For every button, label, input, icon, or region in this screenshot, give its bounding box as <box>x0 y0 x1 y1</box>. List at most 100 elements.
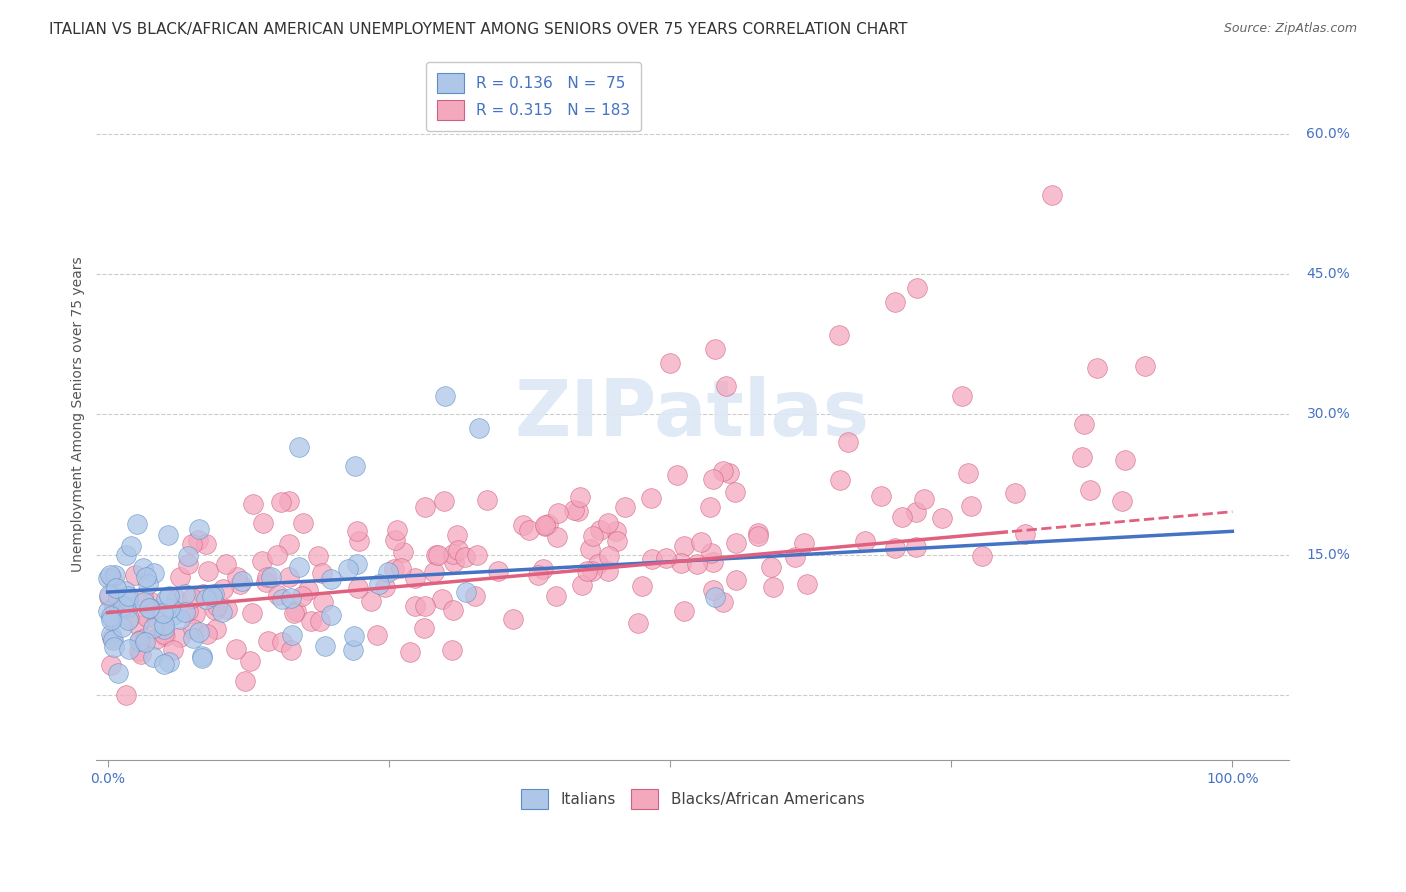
Point <box>165 591 187 606</box>
Point <box>142 621 165 635</box>
Point <box>828 328 851 343</box>
Point <box>828 473 851 487</box>
Point <box>235 673 257 688</box>
Point <box>155 592 177 607</box>
Point <box>527 568 550 582</box>
Point <box>319 572 342 586</box>
Point <box>197 564 219 578</box>
Point <box>117 593 139 607</box>
Point <box>132 595 155 609</box>
Point <box>475 493 498 508</box>
Point <box>912 491 935 506</box>
Point <box>103 600 125 615</box>
Point <box>347 581 370 595</box>
Point <box>575 564 598 578</box>
Point <box>562 502 585 516</box>
Point <box>440 642 463 657</box>
Point <box>146 613 169 627</box>
Point <box>136 609 159 624</box>
Point <box>266 588 288 602</box>
Point <box>256 570 278 584</box>
Point <box>127 618 149 632</box>
Point <box>366 627 388 641</box>
Point <box>343 629 366 643</box>
Point <box>190 650 212 665</box>
Point <box>100 611 122 625</box>
Point <box>747 526 769 541</box>
Point <box>278 493 301 508</box>
Point <box>280 591 302 605</box>
Point <box>129 647 152 661</box>
Point <box>285 604 308 618</box>
Point <box>207 599 229 613</box>
Point <box>605 524 627 539</box>
Point <box>159 600 181 615</box>
Point <box>104 581 127 595</box>
Point <box>690 534 713 549</box>
Point <box>519 523 541 537</box>
Point <box>191 587 214 601</box>
Point <box>114 583 136 598</box>
Point <box>288 560 311 574</box>
Point <box>311 566 333 580</box>
Point <box>606 533 628 548</box>
Point <box>231 574 253 589</box>
Point <box>598 549 620 564</box>
Point <box>100 657 122 672</box>
Point <box>702 472 724 486</box>
Point <box>142 649 165 664</box>
Point <box>292 516 315 531</box>
Point <box>257 634 280 648</box>
Point <box>531 562 554 576</box>
Point <box>596 516 619 530</box>
Point <box>260 570 283 584</box>
Point <box>759 560 782 574</box>
Point <box>346 557 368 571</box>
Point <box>1133 359 1156 373</box>
Point <box>669 556 692 570</box>
Point <box>187 533 209 548</box>
Point <box>135 570 157 584</box>
Point <box>204 603 226 617</box>
Point <box>152 618 174 632</box>
Point <box>716 379 738 393</box>
Point <box>1087 360 1109 375</box>
Point <box>280 642 302 657</box>
Point <box>104 567 127 582</box>
Point <box>283 607 305 621</box>
Point <box>184 607 207 622</box>
Point <box>98 568 121 582</box>
Point <box>103 632 125 647</box>
Point <box>718 466 741 480</box>
Point <box>368 577 391 591</box>
Point <box>404 572 426 586</box>
Point <box>134 631 156 645</box>
Point <box>226 570 249 584</box>
Point <box>169 612 191 626</box>
Point <box>157 589 180 603</box>
Point <box>337 562 360 576</box>
Point <box>128 643 150 657</box>
Text: 15.0%: 15.0% <box>1306 548 1350 562</box>
Point <box>360 593 382 607</box>
Point <box>704 342 727 356</box>
Point <box>266 549 288 563</box>
Point <box>250 554 273 568</box>
Point <box>374 580 396 594</box>
Point <box>704 591 727 605</box>
Point <box>117 600 139 615</box>
Point <box>211 605 233 619</box>
Point <box>377 565 399 579</box>
Point <box>1070 450 1092 465</box>
Point <box>907 281 929 295</box>
Point <box>725 536 748 550</box>
Point <box>114 688 136 702</box>
Point <box>194 537 217 551</box>
Point <box>118 611 141 625</box>
Point <box>546 530 568 544</box>
Point <box>153 629 176 643</box>
Point <box>853 534 876 549</box>
Text: Source: ZipAtlas.com: Source: ZipAtlas.com <box>1223 22 1357 36</box>
Point <box>582 529 605 543</box>
Point <box>630 579 652 593</box>
